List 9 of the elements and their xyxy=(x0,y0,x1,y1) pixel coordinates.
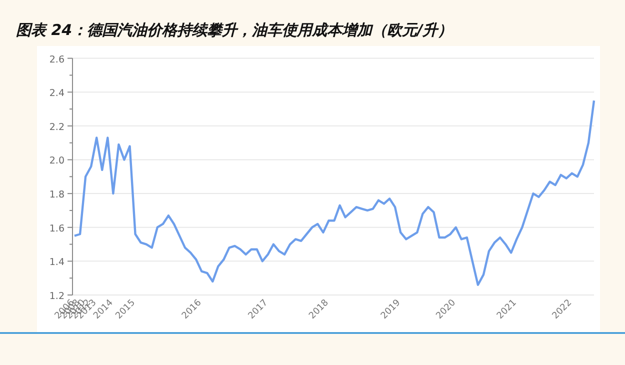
y-tick-label: 1.6 xyxy=(49,223,64,234)
y-tick-label: 1.8 xyxy=(49,190,64,201)
y-tick-label: 1.4 xyxy=(49,257,64,268)
y-tick-label: 2.4 xyxy=(49,88,64,100)
y-tick-label: 2.0 xyxy=(49,156,64,167)
y-tick-label: 2.2 xyxy=(49,122,64,133)
y-tick-label: 2.6 xyxy=(49,54,64,66)
chart-title: 图表 24：德国汽油价格持续攀升，油车使用成本增加（欧元/升） xyxy=(16,21,453,39)
y-tick-label: 1.2 xyxy=(49,291,64,302)
